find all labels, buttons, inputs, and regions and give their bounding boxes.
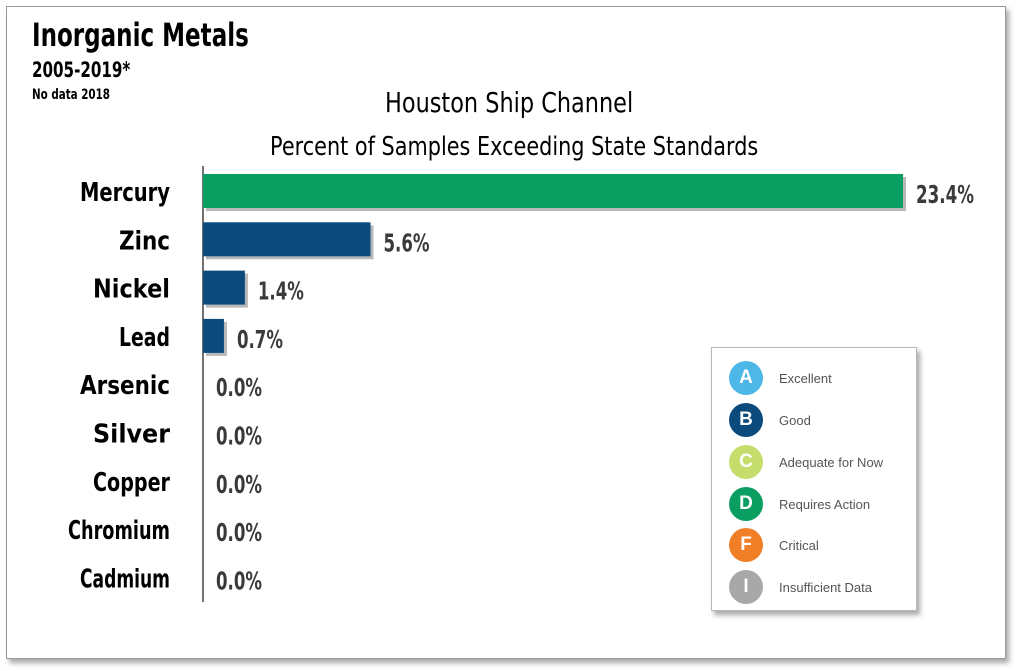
legend-label: Excellent: [779, 370, 832, 386]
data-note: No data 2018: [32, 87, 110, 103]
category-label: Arsenic: [80, 371, 170, 401]
chart-title: Houston Ship Channel: [384, 86, 634, 119]
bar-lead: [203, 318, 224, 353]
rating-f-icon: F: [729, 528, 763, 562]
rating-d-icon: D: [729, 487, 763, 521]
legend-label: Adequate for Now: [779, 454, 884, 470]
category-label: Chromium: [68, 516, 170, 546]
page-title: Inorganic Metals: [32, 16, 249, 54]
category-label: Cadmium: [80, 564, 170, 594]
category-label: Lead: [119, 323, 170, 353]
rating-b-icon: B: [729, 403, 763, 437]
legend-item-insufficient-data: I Insufficient Data: [729, 570, 872, 604]
legend-label: Requires Action: [779, 496, 871, 512]
rating-c-icon: C: [729, 445, 763, 479]
data-label: 0.0%: [216, 518, 262, 547]
legend-label: Critical: [779, 537, 819, 553]
data-label: 0.0%: [216, 566, 262, 595]
legend-item-adequate: C Adequate for Now: [729, 445, 883, 479]
data-label: 1.4%: [258, 277, 304, 306]
year-range: 2005-2019*: [32, 58, 131, 82]
rating-legend: A Excellent B Good C Adequate for Now D …: [711, 347, 917, 611]
data-label: 0.0%: [216, 470, 262, 499]
chart-subtitle: Percent of Samples Exceeding State Stand…: [269, 132, 759, 162]
category-label: Zinc: [119, 226, 170, 256]
bar-zinc: [203, 222, 371, 257]
legend-item-requires-action: D Requires Action: [729, 487, 870, 521]
data-label: 0.0%: [216, 373, 262, 402]
category-label: Copper: [93, 468, 170, 498]
category-label: Nickel: [93, 275, 170, 305]
data-label: 0.0%: [216, 422, 262, 451]
rating-i-icon: I: [729, 570, 763, 604]
data-label: 23.4%: [916, 180, 974, 209]
legend-label: Insufficient Data: [779, 579, 872, 595]
legend-item-good: B Good: [729, 403, 811, 437]
data-label: 0.7%: [237, 325, 283, 354]
category-label: Mercury: [80, 178, 170, 208]
legend-item-excellent: A Excellent: [729, 361, 832, 395]
legend-item-critical: F Critical: [729, 528, 819, 562]
bar-mercury: [203, 174, 903, 208]
legend-label: Good: [779, 412, 811, 428]
bar-nickel: [203, 270, 245, 305]
rating-a-icon: A: [729, 361, 763, 395]
data-label: 5.6%: [384, 228, 430, 257]
category-label: Silver: [93, 420, 170, 450]
